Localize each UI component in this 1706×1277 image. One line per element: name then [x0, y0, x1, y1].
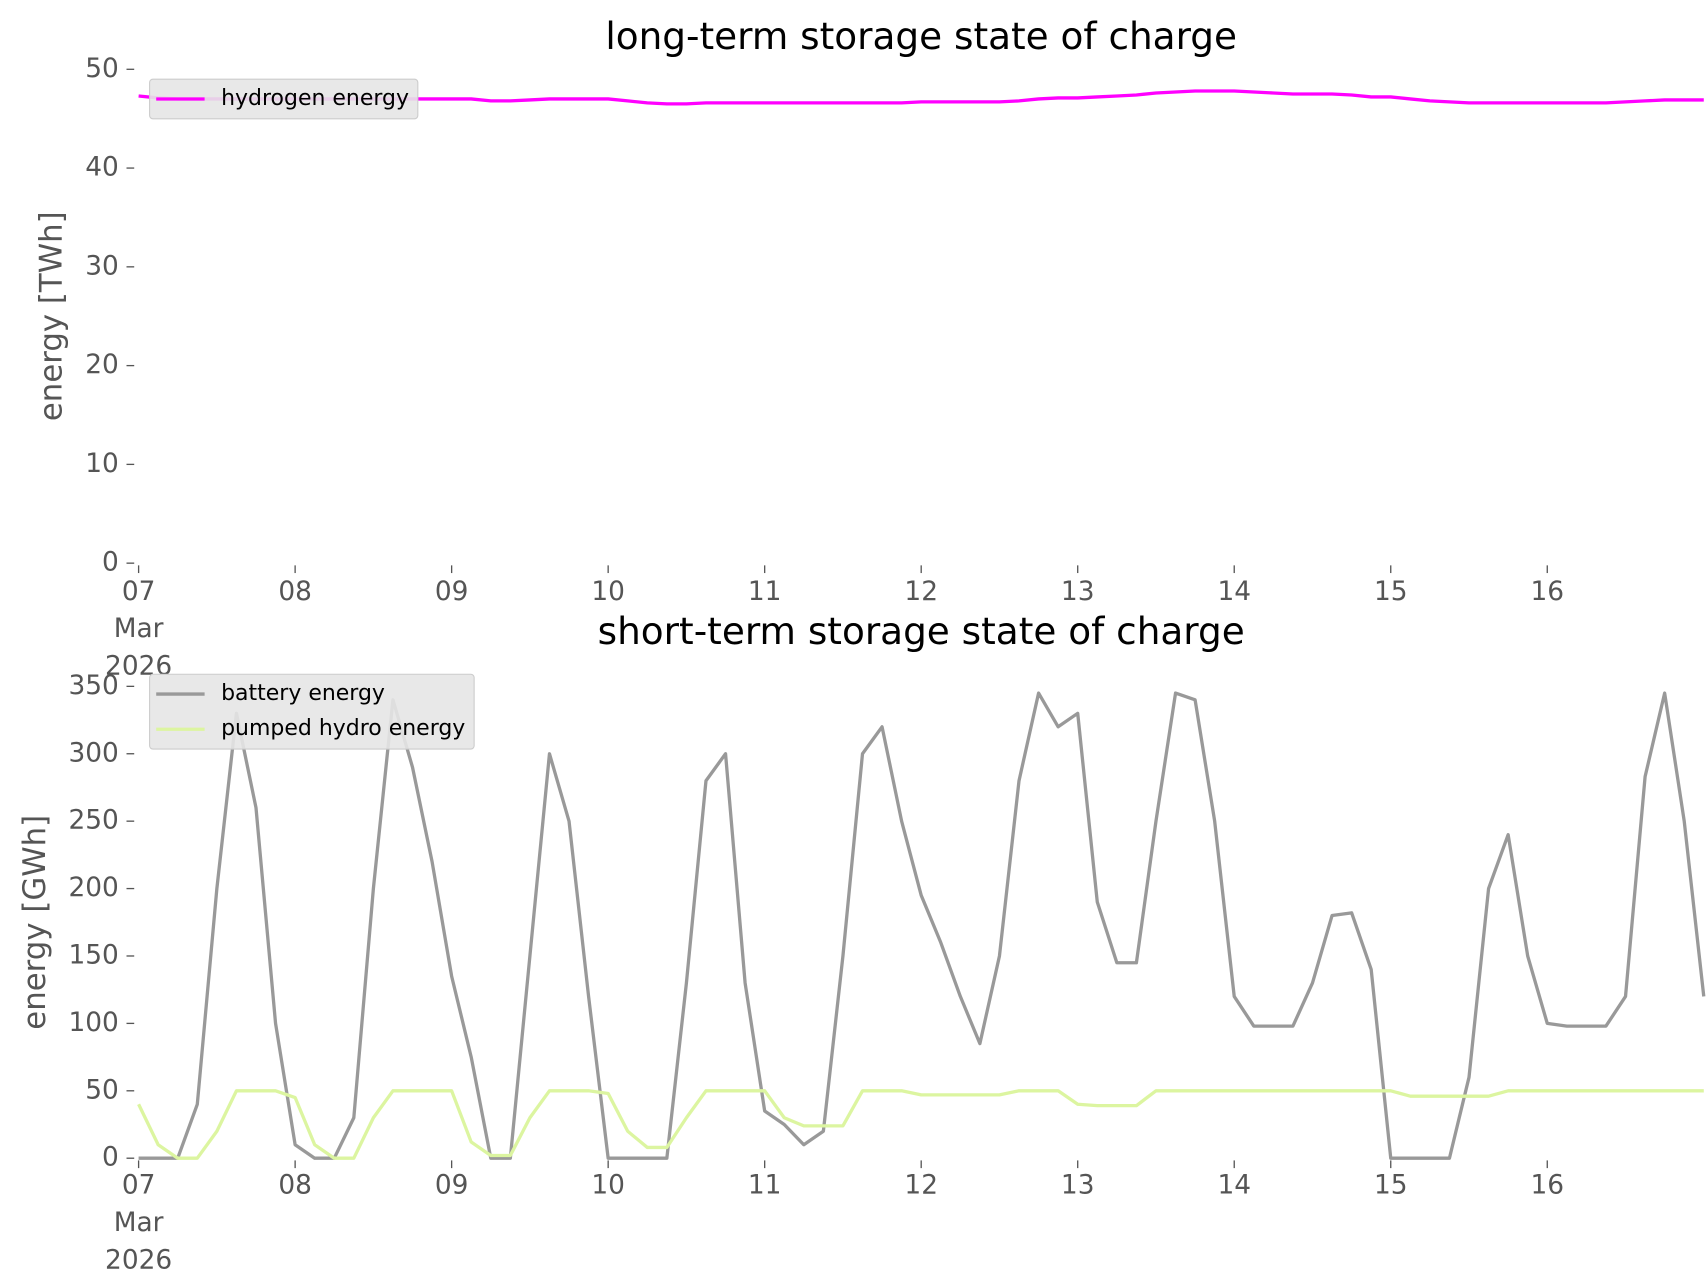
- y-tick-label: 50: [85, 54, 119, 84]
- legend-box: [149, 673, 475, 750]
- x-tick-label: 14: [1217, 1170, 1251, 1200]
- x-tick-label: 10: [591, 576, 625, 606]
- legend-box: [149, 78, 419, 120]
- x-tick-label: 13: [1061, 1170, 1095, 1200]
- chart-title: short-term storage state of charge: [598, 609, 1245, 653]
- y-tick-label: 300: [68, 738, 118, 768]
- y-tick-label: 350: [68, 671, 118, 701]
- y-tick-label: 100: [68, 1008, 118, 1038]
- x-tick-label: 07 Mar 2026: [105, 576, 172, 681]
- x-tick-label: 12: [904, 1170, 938, 1200]
- y-tick-label: 0: [102, 1143, 119, 1173]
- y-tick-label: 20: [85, 350, 119, 380]
- x-tick-label: 16: [1530, 576, 1564, 606]
- y-tick-label: 40: [85, 153, 119, 183]
- x-tick-label: 09: [435, 576, 469, 606]
- y-tick-label: 150: [68, 940, 118, 970]
- x-tick-label: 09: [435, 1170, 469, 1200]
- legend-label: hydrogen energy: [221, 86, 409, 111]
- y-tick-label: 200: [68, 873, 118, 903]
- y-axis-label: energy [TWh]: [33, 211, 69, 421]
- x-tick-label: 16: [1530, 1170, 1564, 1200]
- x-tick-label: 11: [748, 1170, 782, 1200]
- x-tick-label: 15: [1374, 576, 1408, 606]
- x-tick-label: 11: [748, 576, 782, 606]
- x-tick-label: 15: [1374, 1170, 1408, 1200]
- chart-title: long-term storage state of charge: [605, 14, 1237, 58]
- series-line: [137, 1089, 1704, 1160]
- x-tick-label: 12: [904, 576, 938, 606]
- x-tick-label: 08: [278, 576, 312, 606]
- legend: hydrogen energy: [149, 78, 419, 120]
- x-tick-label: 10: [591, 1170, 625, 1200]
- y-axis-label: energy [GWh]: [17, 815, 53, 1030]
- x-tick-label: 07 Mar 2026: [105, 1170, 172, 1275]
- x-tick-label: 14: [1217, 576, 1251, 606]
- y-tick-label: 250: [68, 806, 118, 836]
- series-line: [138, 691, 1706, 1160]
- y-tick-label: 30: [85, 251, 119, 281]
- y-tick-label: 0: [102, 548, 119, 578]
- legend-label: pumped hydro energy: [221, 716, 465, 741]
- y-tick-label: 50: [85, 1075, 119, 1105]
- legend: battery energy pumped hydro energy: [149, 673, 475, 750]
- y-tick-label: 10: [85, 449, 119, 479]
- x-tick-label: 13: [1061, 576, 1095, 606]
- legend-label: battery energy: [221, 681, 385, 706]
- x-tick-label: 08: [278, 1170, 312, 1200]
